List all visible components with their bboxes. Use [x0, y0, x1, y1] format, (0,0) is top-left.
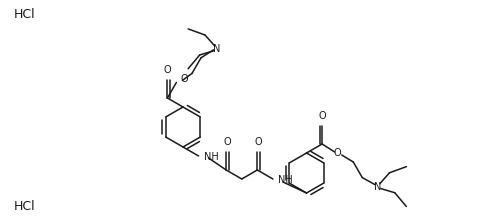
Text: O: O — [163, 65, 171, 75]
Text: O: O — [333, 148, 341, 158]
Text: HCl: HCl — [14, 200, 36, 213]
Text: NH: NH — [203, 152, 218, 162]
Text: N: N — [212, 44, 220, 54]
Text: O: O — [223, 137, 230, 147]
Text: NH: NH — [277, 175, 292, 185]
Text: O: O — [180, 74, 188, 84]
Text: N: N — [373, 182, 381, 192]
Text: O: O — [318, 111, 325, 121]
Text: O: O — [254, 137, 262, 147]
Text: HCl: HCl — [14, 8, 36, 21]
